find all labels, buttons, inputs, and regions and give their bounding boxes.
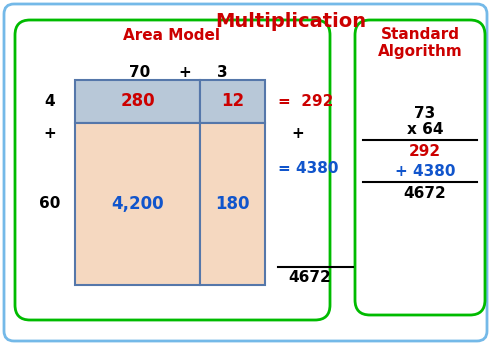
Bar xyxy=(75,123,200,285)
Text: +: + xyxy=(44,126,56,141)
Text: 180: 180 xyxy=(215,195,250,213)
Text: = 4380: = 4380 xyxy=(278,161,338,176)
Text: 70: 70 xyxy=(129,65,151,80)
Bar xyxy=(200,80,265,123)
Text: 280: 280 xyxy=(120,92,155,110)
Bar xyxy=(200,123,265,285)
Text: 73: 73 xyxy=(414,106,436,120)
Text: +: + xyxy=(179,65,191,80)
FancyBboxPatch shape xyxy=(15,20,330,320)
Text: =  292: = 292 xyxy=(278,94,333,109)
Text: 12: 12 xyxy=(221,92,244,110)
Text: Multiplication: Multiplication xyxy=(216,12,367,31)
Text: x 64: x 64 xyxy=(407,122,443,138)
Text: 4672: 4672 xyxy=(288,270,331,285)
Text: 4672: 4672 xyxy=(404,187,446,201)
Text: Area Model: Area Model xyxy=(124,28,220,43)
Text: + 4380: + 4380 xyxy=(395,164,455,178)
Text: 4,200: 4,200 xyxy=(111,195,164,213)
Bar xyxy=(75,80,200,123)
FancyBboxPatch shape xyxy=(355,20,485,315)
Text: 60: 60 xyxy=(39,197,61,211)
FancyBboxPatch shape xyxy=(4,4,487,341)
Text: +: + xyxy=(292,126,304,140)
Text: Standard
Algorithm: Standard Algorithm xyxy=(378,27,463,59)
Text: 3: 3 xyxy=(217,65,227,80)
Text: 292: 292 xyxy=(409,145,441,159)
Text: 4: 4 xyxy=(45,94,55,109)
